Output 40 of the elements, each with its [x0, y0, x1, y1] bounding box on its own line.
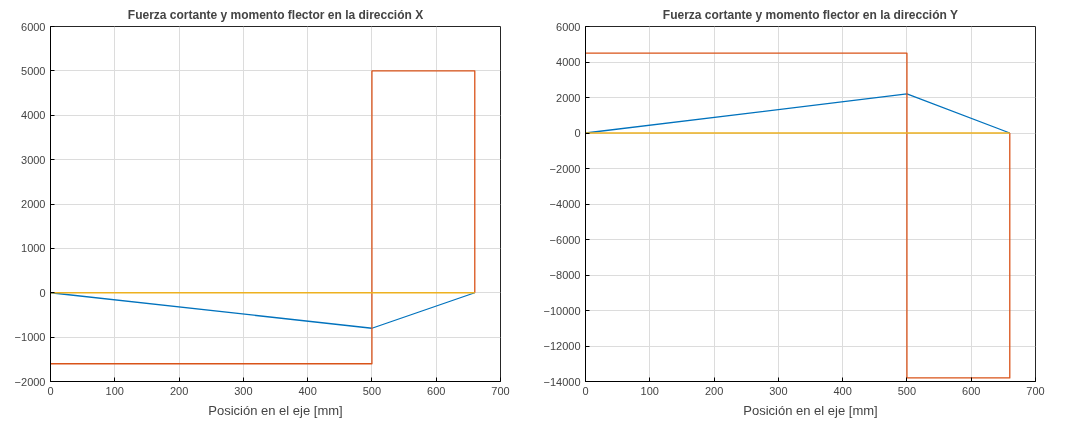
y-tick-label: −1000 — [14, 331, 46, 344]
x-tick-label: 0 — [582, 384, 589, 397]
x-tick-label: 100 — [640, 384, 659, 397]
x-tick-label: 500 — [362, 384, 382, 397]
y-tick-label: 6000 — [21, 20, 46, 33]
chart-title: Fuerza cortante y momento flector en la dirección X — [127, 7, 424, 22]
x-tick-label: 400 — [833, 384, 852, 397]
chart-title: Fuerza cortante y momento flector en la dirección Y — [662, 7, 958, 22]
x-tick-label: 500 — [897, 384, 917, 397]
y-tick-label: 0 — [574, 127, 581, 139]
y-tick-label: 6000 — [556, 20, 581, 33]
x-axis-title: Posición en el eje [mm] — [743, 402, 878, 418]
y-tick-label: −2000 — [549, 162, 581, 175]
x-tick-label: 700 — [491, 384, 510, 397]
y-tick-label: 4000 — [556, 56, 581, 68]
y-tick-label: −10000 — [543, 304, 581, 317]
x-axis-title: Posición en el eje [mm] — [208, 402, 343, 418]
y-tick-label: −8000 — [549, 269, 581, 281]
y-tick-label: 1000 — [21, 242, 46, 255]
y-tick-label: 0 — [39, 286, 46, 299]
x-tick-label: 600 — [427, 384, 446, 397]
x-tick-label: 100 — [105, 384, 124, 397]
y-tick-label: −14000 — [543, 375, 581, 388]
y-tick-label: −4000 — [549, 198, 581, 210]
y-tick-label: −12000 — [543, 340, 581, 352]
x-tick-label: 0 — [47, 384, 54, 397]
y-tick-label: 2000 — [21, 198, 46, 210]
y-tick-label: −2000 — [14, 375, 46, 388]
y-tick-label: 2000 — [556, 91, 581, 104]
y-tick-label: 5000 — [21, 64, 46, 77]
x-tick-label: 400 — [298, 384, 317, 397]
x-tick-label: 300 — [234, 384, 253, 397]
y-tick-label: 4000 — [21, 109, 46, 122]
x-tick-label: 600 — [962, 384, 981, 397]
y-tick-label: −6000 — [549, 233, 581, 246]
x-tick-label: 200 — [704, 384, 724, 397]
x-tick-label: 300 — [769, 384, 788, 397]
x-tick-label: 200 — [169, 384, 189, 397]
x-tick-label: 700 — [1026, 384, 1045, 397]
y-tick-label: 3000 — [21, 153, 46, 166]
